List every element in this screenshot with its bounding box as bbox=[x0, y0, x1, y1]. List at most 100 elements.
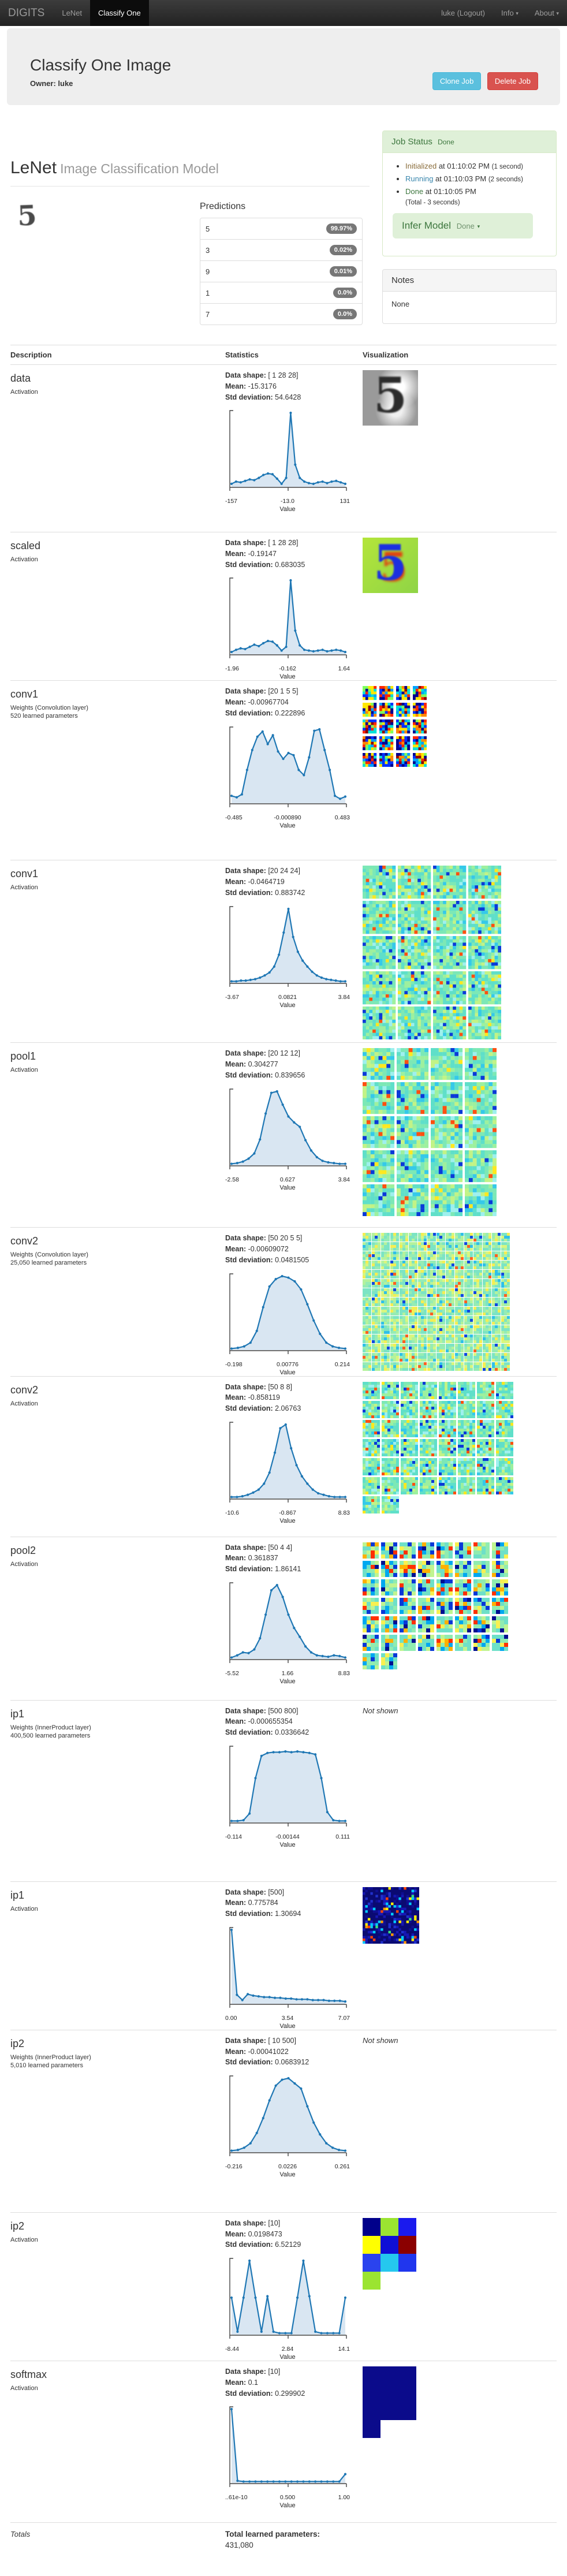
histogram-container: -3.67 0.0821 3.84 Value bbox=[225, 903, 350, 1009]
histogram-container: -0.216 0.0226 0.261 Value bbox=[225, 2072, 350, 2178]
histogram-chart bbox=[229, 2075, 347, 2156]
layer-name: conv1 bbox=[10, 688, 39, 700]
stat-mean: Mean: -0.00609072 bbox=[225, 1245, 289, 1253]
x-axis-ticks: -10.6 -0.867 8.83 bbox=[225, 1509, 350, 1517]
x-axis-ticks: -2.58 0.627 3.84 bbox=[225, 1176, 350, 1184]
histogram-chart bbox=[229, 1927, 347, 2008]
stat-std-deviation: Std deviation: 0.0336642 bbox=[225, 1728, 309, 1736]
infer-model-button[interactable]: Infer Model Done ▾ bbox=[393, 213, 533, 238]
brand-logo[interactable]: DIGITS bbox=[8, 7, 45, 19]
divider bbox=[10, 186, 370, 187]
stat-std-deviation: Std deviation: 2.06763 bbox=[225, 1404, 301, 1412]
histogram-chart bbox=[229, 1422, 347, 1503]
prediction-row: 7 0.0% bbox=[200, 303, 362, 325]
viz-feature-grid bbox=[363, 1887, 420, 1944]
stat-mean: Mean: -0.00041022 bbox=[225, 2047, 289, 2056]
stat-std-deviation: Std deviation: 0.299902 bbox=[225, 2389, 305, 2398]
x-tick-mid: 0.0226 bbox=[278, 2163, 297, 2170]
job-status-event-name: Done bbox=[405, 187, 424, 196]
viz-not-shown: Not shown bbox=[363, 1706, 398, 1715]
layer-description-cell: scaled Activation bbox=[10, 538, 225, 680]
x-tick-mid: -0.00144 bbox=[275, 1833, 300, 1840]
x-axis-ticks: -0.485 -0.000890 0.483 bbox=[225, 814, 350, 822]
layer-name: conv2 bbox=[10, 1384, 39, 1396]
nav-user-logout[interactable]: luke (Logout) bbox=[441, 9, 486, 17]
totals-label: Totals bbox=[10, 2530, 31, 2538]
histogram-container: -2.58 0.627 3.84 Value bbox=[225, 1086, 350, 1191]
x-tick-max: 14.1 bbox=[338, 2346, 350, 2353]
histogram-chart bbox=[229, 2406, 347, 2488]
histogram-container: -157 -13.0 131 Value bbox=[225, 407, 350, 513]
histogram-chart bbox=[229, 2258, 347, 2339]
histogram-chart bbox=[229, 1088, 347, 1169]
job-status-event-duration: (1 second) bbox=[491, 163, 523, 170]
prediction-class-label: 5 bbox=[206, 224, 210, 233]
layer-type: Activation bbox=[10, 1905, 38, 1913]
layer-visualization-cell: 5 bbox=[357, 370, 557, 532]
histogram-chart bbox=[229, 1746, 347, 1826]
nav-tab-lenet[interactable]: LeNet bbox=[62, 9, 83, 17]
header-actions: Clone Job Delete Job bbox=[432, 72, 538, 90]
stat-mean: Mean: -0.858119 bbox=[225, 1393, 280, 1402]
x-tick-min: -8.44 bbox=[225, 2346, 239, 2353]
layers-table-header: Description Statistics Visualization bbox=[10, 345, 557, 364]
layer-visualization-cell bbox=[357, 866, 557, 1042]
layer-row: conv1 Weights (Convolution layer) 520 lear… bbox=[10, 680, 557, 860]
stat-mean: Mean: -15.3176 bbox=[225, 382, 277, 390]
nav-tab-classify-one[interactable]: Classify One bbox=[90, 0, 149, 26]
model-heading: LeNet Image Classification Model bbox=[10, 158, 370, 178]
delete-job-button[interactable]: Delete Job bbox=[487, 72, 538, 90]
histogram-container: ..61e-10 0.500 1.00 Value bbox=[225, 2403, 350, 2509]
layer-visualization-cell: Not shown bbox=[357, 1706, 557, 1881]
layer-description-cell: ip1 Weights (InnerProduct layer) 400,500 l… bbox=[10, 1706, 225, 1881]
x-tick-max: 0.483 bbox=[334, 814, 350, 821]
x-tick-max: 0.214 bbox=[334, 1360, 350, 1368]
x-tick-min: -1.96 bbox=[225, 665, 239, 673]
stat-data-shape: Data shape: [ 1 28 28] bbox=[225, 371, 299, 379]
layer-description-cell: data Activation bbox=[10, 370, 225, 532]
histogram-container: 0.00 3.54 7.07 Value bbox=[225, 1924, 350, 2030]
layer-description-cell: conv2 Activation bbox=[10, 1382, 225, 1537]
histogram-chart bbox=[229, 410, 347, 491]
layer-description-cell: conv2 Weights (Convolution layer) 25,050 l… bbox=[10, 1233, 225, 1375]
layers-table: Description Statistics Visualization dat… bbox=[10, 345, 557, 2576]
layer-row: ip2 Activation Data shape: [10] Mean: 0.019… bbox=[10, 2212, 557, 2361]
layer-row: ip2 Weights (InnerProduct layer) 5,010 lea… bbox=[10, 2029, 557, 2212]
viz-feature-grid bbox=[363, 1542, 508, 1669]
prediction-class-label: 3 bbox=[206, 245, 210, 255]
model-subtitle: Image Classification Model bbox=[60, 161, 219, 176]
x-axis-label: Value bbox=[279, 1001, 296, 1009]
job-status-event-name: Running bbox=[405, 174, 434, 183]
prediction-row: 5 99.97% bbox=[200, 218, 362, 239]
prediction-confidence-badge: 0.02% bbox=[329, 245, 357, 255]
job-status-event-duration: (2 seconds) bbox=[488, 176, 523, 183]
histogram-container: -10.6 -0.867 8.83 Value bbox=[225, 1419, 350, 1524]
layer-description-cell: ip1 Activation bbox=[10, 1887, 225, 2030]
layer-type: Weights (InnerProduct layer) bbox=[10, 1724, 91, 1731]
layer-type: Activation bbox=[10, 1400, 38, 1407]
notes-panel: Notes None bbox=[382, 269, 557, 324]
layer-type: Activation bbox=[10, 556, 38, 563]
nav-info-menu[interactable]: Info ▾ bbox=[501, 9, 518, 17]
job-owner: Owner: luke bbox=[30, 79, 73, 88]
prediction-confidence-badge: 0.01% bbox=[329, 266, 357, 277]
stat-data-shape: Data shape: [50 4 4] bbox=[225, 1543, 293, 1552]
layer-param-count: 5,010 learned parameters bbox=[10, 2061, 83, 2069]
x-axis-ticks: -0.216 0.0226 0.261 bbox=[225, 2163, 350, 2171]
stat-mean: Mean: 0.304277 bbox=[225, 1060, 278, 1068]
stat-std-deviation: Std deviation: 0.683035 bbox=[225, 560, 305, 569]
layer-description-cell: ip2 Activation bbox=[10, 2218, 225, 2361]
layer-name: ip2 bbox=[10, 2037, 25, 2049]
viz-feature-grid bbox=[363, 866, 502, 1040]
nav-spacer bbox=[149, 0, 433, 26]
clone-job-button[interactable]: Clone Job bbox=[432, 72, 482, 90]
layer-name: ip1 bbox=[10, 1708, 25, 1720]
viz-feature-grid bbox=[363, 1048, 497, 1217]
prediction-class-label: 1 bbox=[206, 288, 210, 297]
layer-type: Activation bbox=[10, 1560, 38, 1568]
x-axis-label: Value bbox=[279, 2354, 296, 2361]
nav-about-menu[interactable]: About ▾ bbox=[534, 9, 559, 17]
layer-type: Weights (InnerProduct layer) bbox=[10, 2053, 91, 2061]
x-axis-label: Value bbox=[279, 1677, 296, 1685]
